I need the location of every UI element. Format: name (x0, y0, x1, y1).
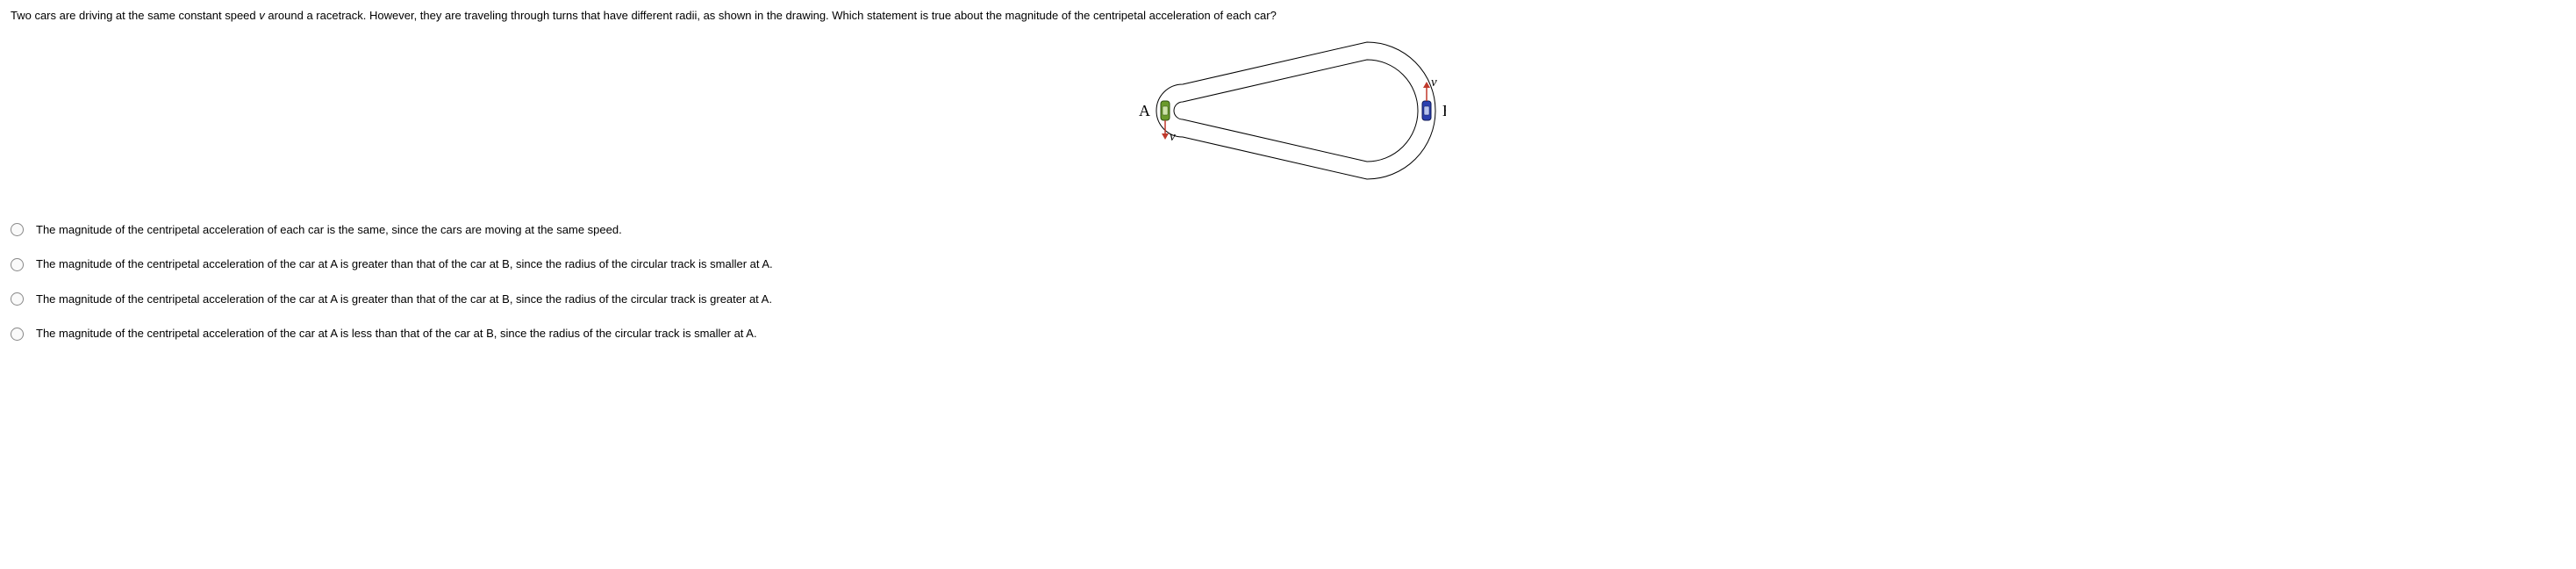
label-b: B (1442, 102, 1446, 119)
car-b-roof (1424, 106, 1429, 115)
option-text: The magnitude of the centripetal acceler… (36, 325, 757, 342)
option-row[interactable]: The magnitude of the centripetal acceler… (11, 247, 2565, 282)
option-row[interactable]: The magnitude of the centripetal acceler… (11, 282, 2565, 317)
option-text: The magnitude of the centripetal acceler… (36, 291, 772, 308)
radio-icon[interactable] (11, 258, 24, 271)
v-label-a: v (1170, 130, 1176, 144)
figure-container: A B v v (11, 36, 2565, 188)
velocity-arrowhead-a (1162, 133, 1169, 140)
outer-track (1156, 42, 1435, 179)
option-text: The magnitude of the centripetal acceler… (36, 221, 622, 239)
inner-track (1174, 60, 1418, 162)
option-row[interactable]: The magnitude of the centripetal acceler… (11, 316, 2565, 351)
radio-icon[interactable] (11, 223, 24, 236)
options-list: The magnitude of the centripetal acceler… (11, 212, 2565, 351)
question-text: Two cars are driving at the same constan… (11, 7, 2565, 25)
question-pre: Two cars are driving at the same constan… (11, 9, 259, 22)
option-row[interactable]: The magnitude of the centripetal acceler… (11, 212, 2565, 248)
car-a-roof (1163, 106, 1168, 115)
label-a: A (1139, 102, 1150, 119)
radio-icon[interactable] (11, 328, 24, 341)
option-text: The magnitude of the centripetal acceler… (36, 256, 773, 273)
radio-icon[interactable] (11, 292, 24, 306)
v-label-b: v (1431, 76, 1437, 90)
question-post: around a racetrack. However, they are tr… (265, 9, 1277, 22)
racetrack-figure: A B v v (1130, 36, 1446, 185)
